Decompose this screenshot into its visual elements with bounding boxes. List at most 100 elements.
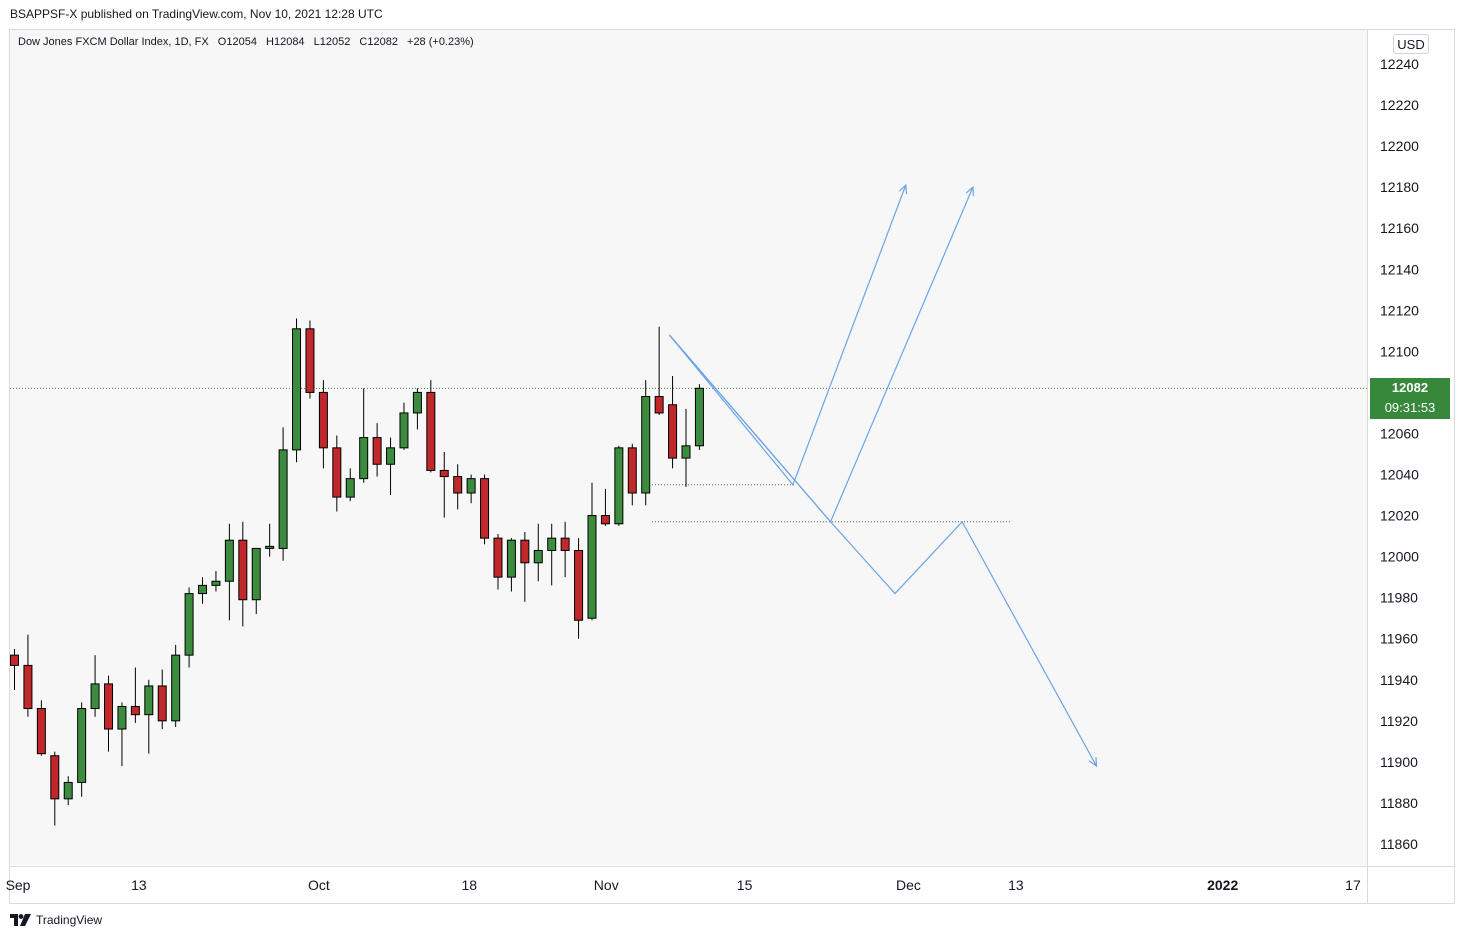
candle-body (184, 593, 194, 656)
candle-body (600, 515, 610, 525)
candle-body (426, 391, 436, 471)
candle-body (104, 683, 114, 730)
price-tick-label: 11980 (1380, 590, 1418, 606)
candle (90, 655, 100, 717)
candle (238, 521, 248, 627)
time-tick-label: 2022 (1207, 877, 1238, 893)
last-price-value: 12082 (1391, 380, 1429, 395)
bar-countdown: 09:31:53 (1384, 400, 1436, 415)
price-tick-label: 12040 (1380, 467, 1419, 483)
legend-low: L12052 (313, 36, 351, 48)
candle-body (305, 328, 315, 393)
candle (587, 482, 597, 621)
candle-body (117, 705, 127, 730)
candle-body (292, 328, 302, 451)
price-tick-label: 12000 (1380, 549, 1419, 565)
price-tick-label: 12240 (1380, 56, 1419, 72)
legend-symbol: Dow Jones FXCM Dollar Index, 1D, FX (18, 36, 209, 48)
currency-button[interactable]: USD (1393, 34, 1429, 54)
time-axis-border (10, 866, 1454, 867)
candle-body (90, 683, 100, 710)
legend-high: H12084 (266, 36, 305, 48)
candle (681, 408, 691, 487)
candle (345, 468, 355, 502)
candle (493, 534, 503, 590)
candle-body (144, 685, 154, 716)
candle (600, 488, 610, 526)
candle-body (36, 708, 46, 755)
candle (386, 437, 396, 496)
price-tick-label: 12160 (1380, 220, 1419, 236)
candle (144, 679, 154, 754)
candle (372, 423, 382, 477)
time-tick-label: Dec (896, 877, 921, 893)
candle-body (668, 404, 678, 459)
candle-body (278, 449, 288, 549)
candle-body (412, 391, 422, 414)
candle-body (453, 476, 463, 494)
candle-body (10, 654, 19, 666)
candle (506, 538, 516, 592)
price-tick-label: 12220 (1380, 97, 1419, 113)
candle (466, 474, 476, 504)
candle (224, 523, 234, 621)
candle (184, 587, 194, 668)
price-tick-label: 12100 (1380, 343, 1419, 359)
candle-body (533, 549, 543, 564)
projection-path (668, 334, 1097, 767)
legend-close: C12082 (359, 36, 398, 48)
candle (574, 538, 584, 639)
candle-body (77, 708, 87, 783)
candle (332, 435, 342, 512)
candle (533, 523, 543, 582)
candle (614, 445, 624, 526)
price-axis-border (1367, 30, 1368, 903)
candle-body (386, 447, 396, 465)
candle (36, 700, 46, 756)
candle (627, 443, 637, 506)
candle (694, 384, 704, 450)
candle (668, 376, 678, 469)
candle-body (466, 478, 476, 494)
candle-body (157, 685, 167, 722)
price-tick-label: 11920 (1380, 713, 1418, 729)
candle-body (587, 515, 597, 619)
horizontal-lines-group (651, 484, 1011, 523)
price-tick-label: 12120 (1380, 302, 1419, 318)
candle (265, 523, 275, 557)
candle (63, 776, 73, 805)
candle-body (439, 469, 449, 478)
candle (130, 667, 140, 723)
time-tick-label: Sep (6, 877, 31, 893)
candle-body (332, 447, 342, 498)
candle-body (318, 391, 328, 449)
candle-body (265, 545, 275, 549)
tradingview-branding[interactable]: TradingView (10, 913, 102, 927)
candle-body (23, 664, 33, 710)
candle-body (493, 537, 503, 578)
price-tick-label: 12060 (1380, 425, 1419, 441)
projection-path (668, 184, 907, 486)
candle-body (399, 412, 409, 449)
tradingview-logo-icon (10, 914, 31, 926)
price-tick-label: 11880 (1380, 795, 1418, 811)
candle (426, 380, 436, 473)
candle-body (574, 549, 584, 621)
candle (23, 634, 33, 717)
symbol-legend: Dow Jones FXCM Dollar Index, 1D, FX O120… (18, 36, 480, 48)
candle (399, 402, 409, 450)
time-tick-label: 15 (737, 877, 753, 893)
candle (292, 318, 302, 463)
legend-change: +28 (+0.23%) (407, 36, 474, 48)
candle (439, 451, 449, 518)
candle (453, 464, 463, 510)
candle (157, 669, 167, 730)
price-tick-label: 12140 (1380, 261, 1419, 277)
candle-body (654, 396, 664, 414)
candle (171, 644, 181, 727)
candle (480, 474, 490, 545)
candle (278, 427, 288, 561)
price-tick-label: 12200 (1380, 138, 1419, 154)
candle (251, 547, 261, 615)
